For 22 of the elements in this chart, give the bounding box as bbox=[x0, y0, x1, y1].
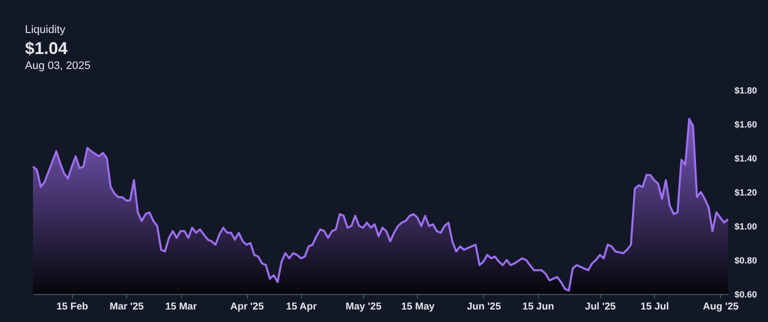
y-tick-label: $1.20 bbox=[734, 188, 758, 198]
x-tick-label: Jul '25 bbox=[585, 302, 616, 312]
y-tick-label: $1.60 bbox=[734, 120, 758, 130]
x-tick-label: 15 Jul bbox=[640, 302, 670, 312]
chart-title: Liquidity bbox=[25, 24, 66, 36]
x-tick-label: 15 Apr bbox=[286, 302, 317, 312]
x-tick-label: 15 May bbox=[401, 302, 435, 312]
x-tick-label: Apr '25 bbox=[230, 302, 264, 312]
y-tick-label: $1.00 bbox=[734, 222, 758, 232]
x-tick-label: 15 Jun bbox=[522, 302, 554, 312]
text: Aug 03, 2025 bbox=[25, 60, 90, 72]
y-tick-label: $1.40 bbox=[734, 154, 758, 164]
x-tick-label: 15 Mar bbox=[165, 302, 197, 312]
y-tick-label: $1.80 bbox=[734, 86, 758, 96]
x-tick-label: Aug '25 bbox=[702, 302, 740, 312]
x-tick-label: 15 Feb bbox=[56, 302, 88, 312]
y-tick-label: $0.80 bbox=[734, 256, 758, 266]
x-tick-label: May '25 bbox=[346, 302, 382, 312]
x-tick-label: Mar '25 bbox=[110, 302, 144, 312]
x-tick-label: Jun '25 bbox=[466, 302, 502, 312]
chart-subtitle: $1.04 bbox=[25, 39, 68, 58]
y-tick-label: $0.60 bbox=[734, 290, 758, 300]
